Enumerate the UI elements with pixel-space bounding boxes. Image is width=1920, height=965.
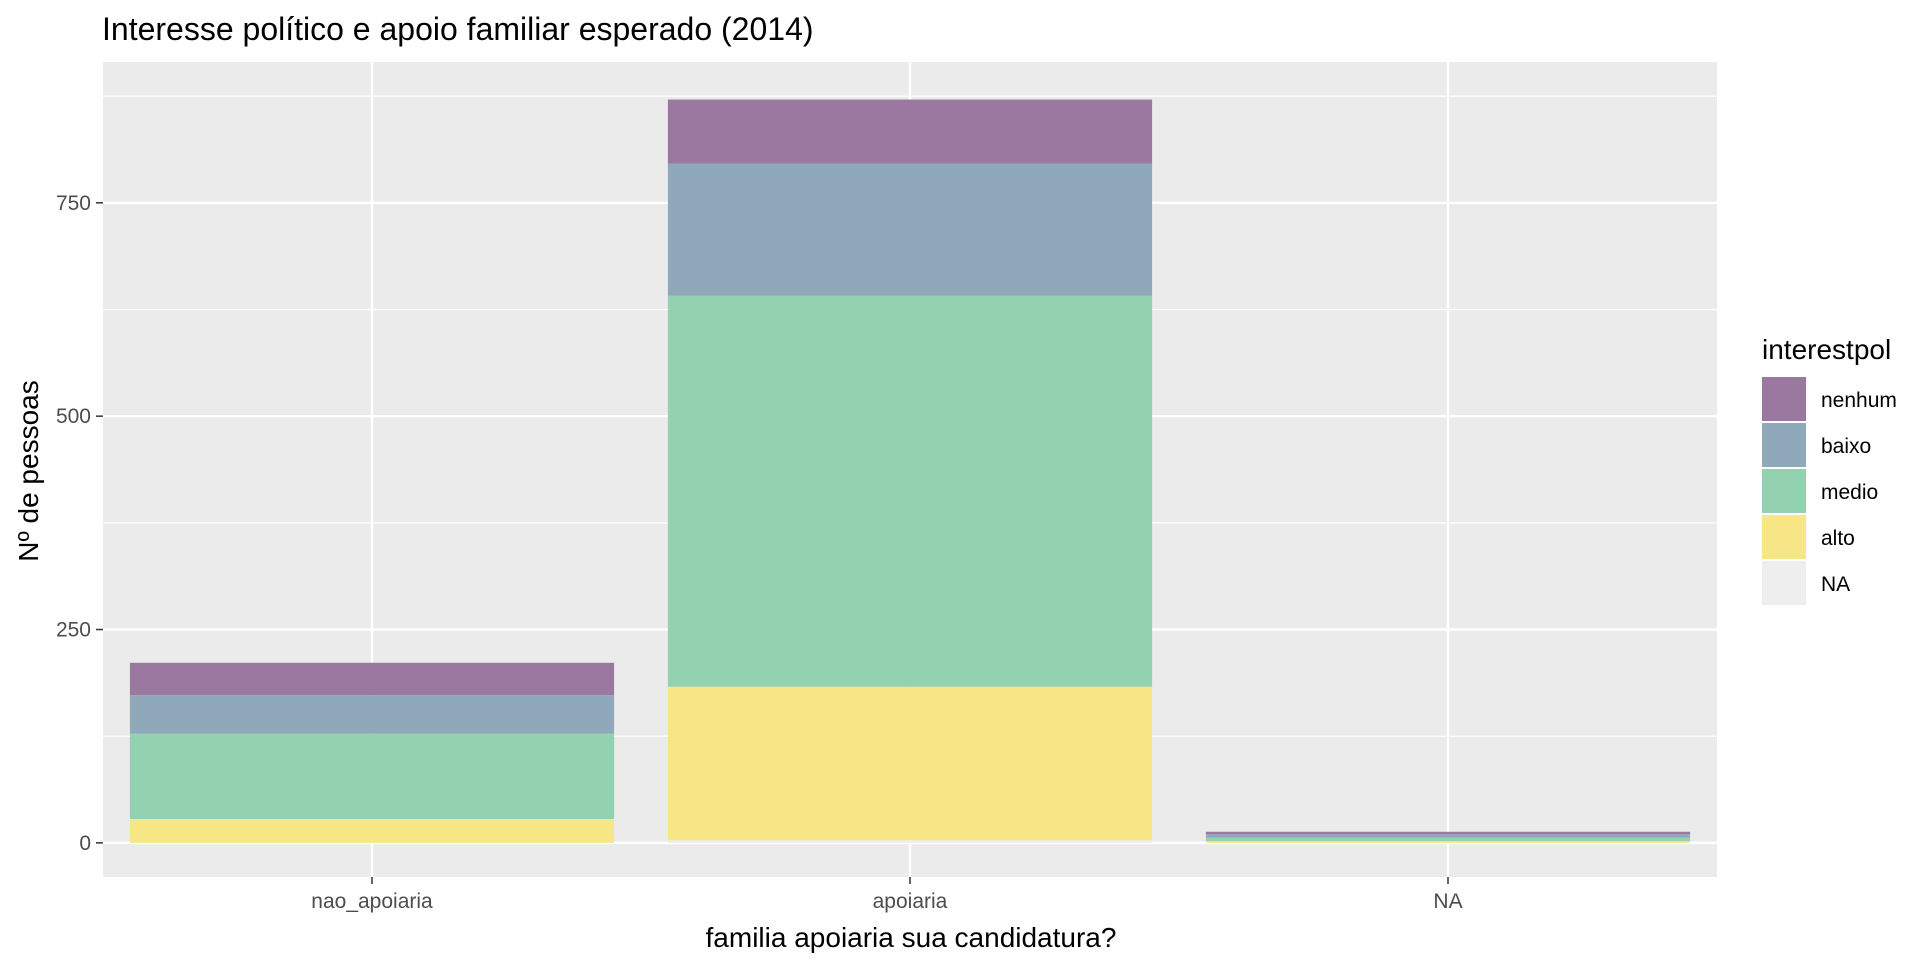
bar-segment [1205,831,1691,835]
chart-title: Interesse político e apoio familiar espe… [102,11,814,47]
y-tick-label: 750 [56,192,91,215]
bar-segment [129,695,615,734]
bar-segment [129,733,615,819]
plot-area: 0 250 500 750 nao_apoiaria apoiaria NA [56,62,1717,913]
legend: interestpol nenhum baixo medio alto NA [1762,334,1897,605]
y-tick-label: 500 [56,405,91,428]
bar-segment [667,686,1153,841]
legend-label: medio [1821,481,1878,504]
bar-segment [129,818,615,843]
legend-key [1762,377,1806,421]
bar-segment [667,163,1153,296]
bar-segment [1205,841,1691,843]
bar-segment [129,662,615,696]
legend-label: alto [1821,527,1855,550]
x-tick-label: nao_apoiaria [311,890,433,913]
x-tick-label: apoiaria [873,890,948,913]
x-tick-label: NA [1433,890,1462,913]
legend-key [1762,561,1806,605]
bar-segment [1205,834,1691,838]
y-axis-label: Nº de pessoas [13,380,44,561]
y-tick-label: 250 [56,619,91,642]
legend-label: nenhum [1821,389,1897,412]
bar-segment [1205,837,1691,842]
x-axis-label: familia apoiaria sua candidatura? [706,922,1117,953]
bar-segment [667,840,1153,843]
legend-key [1762,469,1806,513]
bar-segment [667,99,1153,164]
legend-label: baixo [1821,435,1871,458]
bar-segment [667,295,1153,687]
legend-label: NA [1821,573,1850,596]
legend-key [1762,515,1806,559]
legend-title: interestpol [1762,334,1891,365]
legend-key [1762,423,1806,467]
y-tick-label: 0 [79,832,91,855]
